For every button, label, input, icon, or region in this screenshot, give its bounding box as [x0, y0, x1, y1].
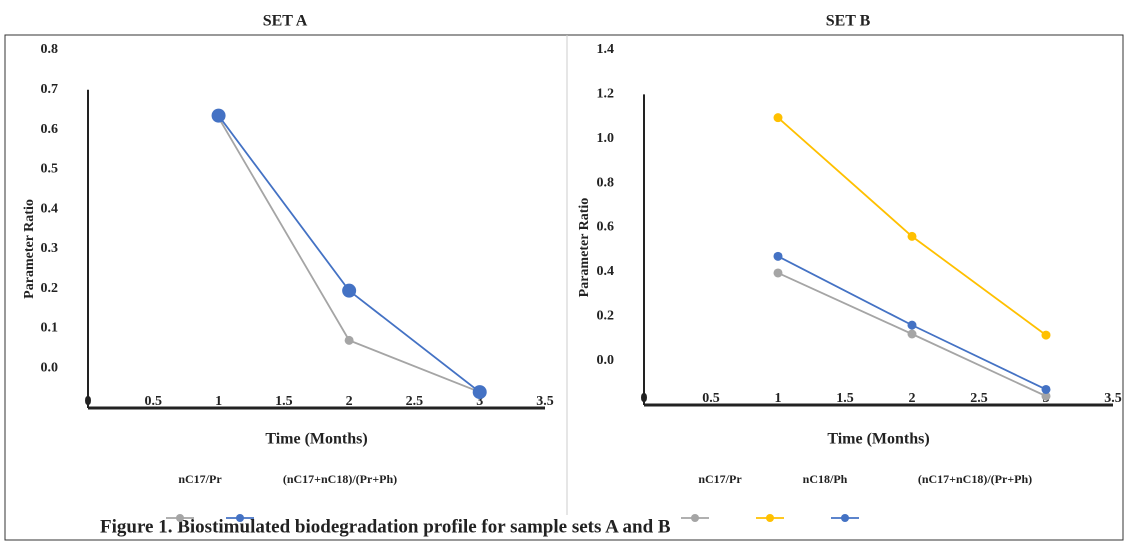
chart-title: SET B	[826, 13, 871, 30]
legend-label: nC18/Ph	[803, 472, 848, 486]
x-tick-label: 1	[215, 394, 222, 409]
y-tick-label: 0.7	[41, 82, 59, 97]
x-tick-label: 0	[641, 391, 648, 406]
y-axis-title: Parameter Ratio	[22, 199, 37, 299]
x-tick-label: 2.5	[406, 394, 424, 409]
x-tick-label: 1.5	[275, 394, 293, 409]
y-tick-label: 0.4	[597, 264, 615, 279]
x-axis-title: Time (Months)	[827, 431, 929, 448]
legend-label: (nC17+nC18)/(Pr+Ph)	[918, 472, 1032, 486]
data-point	[472, 385, 487, 400]
y-tick-label: 0.0	[597, 353, 615, 368]
y-axis-title: Parameter Ratio	[577, 198, 592, 298]
y-tick-label: 0.1	[41, 321, 59, 336]
y-tick-label: 0.2	[597, 308, 615, 323]
legend-marker	[176, 514, 184, 522]
series-line	[217, 117, 481, 393]
series-line	[777, 116, 1047, 336]
legend-marker	[691, 514, 699, 522]
x-tick-label: 2	[909, 391, 916, 406]
x-tick-label: 0.5	[702, 391, 720, 406]
series-line	[217, 115, 481, 393]
data-point	[1041, 391, 1051, 401]
y-tick-label: 0.4	[41, 201, 59, 216]
x-tick-label: 1.5	[836, 391, 854, 406]
y-tick-label: 0.2	[41, 281, 59, 296]
data-point	[1041, 384, 1051, 394]
data-point	[773, 251, 783, 261]
data-point	[211, 108, 226, 123]
figure-border	[4, 34, 1124, 541]
y-tick-label: 1.2	[597, 87, 615, 102]
y-tick-label: 0.6	[597, 220, 615, 235]
x-tick-label: 0	[85, 394, 92, 409]
data-point	[907, 320, 917, 330]
y-tick-label: 0.0	[41, 360, 59, 375]
caption: Figure 1. Biostimulated biodegradation p…	[100, 516, 671, 537]
legend-marker	[236, 514, 244, 522]
x-tick-label: 0.5	[145, 394, 163, 409]
y-tick-label: 0.6	[41, 122, 59, 137]
data-point	[773, 268, 783, 278]
data-point	[773, 113, 783, 123]
x-axis-title: Time (Months)	[265, 431, 367, 448]
data-point	[342, 283, 357, 298]
y-tick-label: 0.8	[597, 175, 615, 190]
legend-label: (nC17+nC18)/(Pr+Ph)	[283, 472, 397, 486]
x-tick-label: 3.5	[536, 394, 554, 409]
legend-label: nC17/Pr	[698, 472, 742, 486]
data-point	[907, 231, 917, 241]
x-tick-label: 3.5	[1104, 391, 1122, 406]
y-tick-label: 0.8	[41, 42, 59, 57]
x-tick-label: 3	[476, 394, 483, 409]
legend-label: nC17/Pr	[178, 472, 222, 486]
x-tick-label: 2	[346, 394, 353, 409]
legend-marker	[841, 514, 849, 522]
y-tick-label: 0.5	[41, 162, 59, 177]
chart-title: SET A	[263, 13, 308, 30]
y-tick-label: 0.3	[41, 241, 59, 256]
data-point	[1041, 330, 1051, 340]
data-point	[344, 335, 354, 345]
y-tick-label: 1.0	[597, 131, 615, 146]
x-tick-label: 2.5	[970, 391, 988, 406]
y-tick-label: 1.4	[597, 42, 615, 57]
legend-marker	[766, 514, 774, 522]
x-tick-label: 1	[775, 391, 782, 406]
data-point	[907, 329, 917, 339]
